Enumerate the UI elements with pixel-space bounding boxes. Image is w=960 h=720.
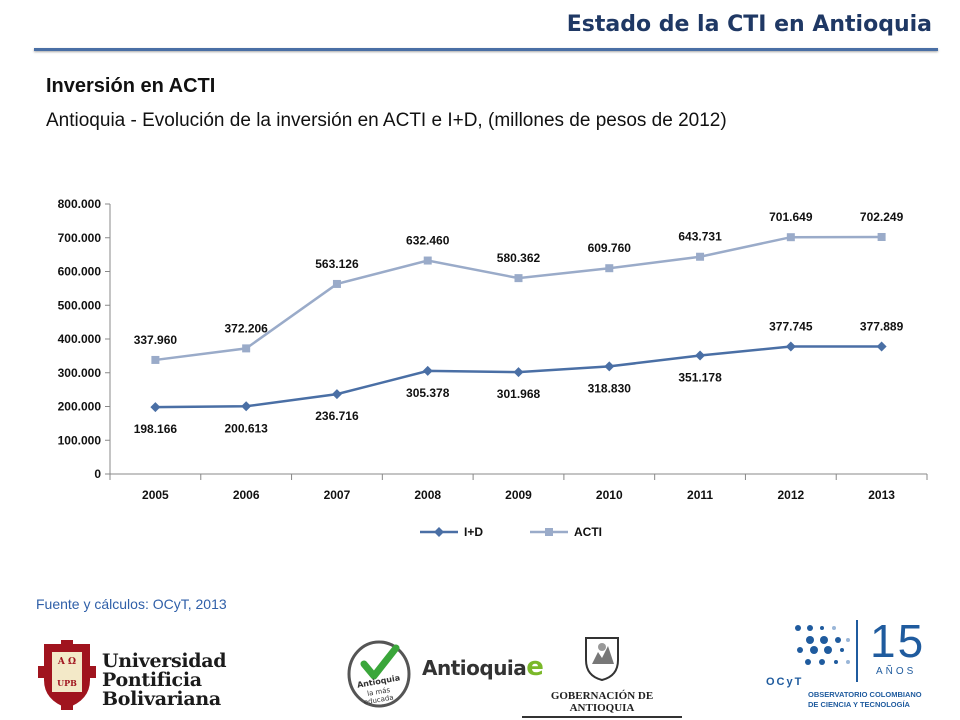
gobernacion-logo: GOBERNACIÓN DE ANTIOQUIA: [522, 634, 682, 718]
data-point: [150, 402, 161, 413]
data-point: [604, 361, 615, 372]
upb-seal-icon: A Ω UPB: [38, 640, 96, 710]
legend-marker: [545, 528, 553, 536]
y-tick-label: 200.000: [58, 400, 102, 414]
source-note: Fuente y cálculos: OCyT, 2013: [36, 596, 227, 612]
data-label: 200.613: [224, 421, 268, 435]
data-label: 318.830: [588, 381, 632, 395]
upb-wordmark: Universidad Pontificia Bolivariana: [102, 650, 227, 710]
upb-line-3: Bolivariana: [102, 688, 221, 710]
y-tick-label: 700.000: [58, 231, 102, 245]
data-point: [696, 252, 705, 261]
data-point: [605, 264, 614, 273]
y-tick-label: 800.000: [58, 197, 102, 211]
x-tick-label: 2011: [687, 488, 713, 502]
ocyt-acronym: OCyT: [766, 676, 804, 688]
data-label: 377.745: [769, 320, 813, 334]
legend-label: I+D: [464, 525, 483, 539]
data-point: [331, 389, 342, 400]
ocyt-name-line-2: DE CIENCIA Y TECNOLOGÍA: [808, 700, 910, 709]
green-e-icon: e: [526, 652, 544, 682]
data-point: [785, 341, 796, 352]
data-point: [242, 344, 251, 353]
y-tick-label: 400.000: [58, 332, 102, 346]
data-point: [695, 350, 706, 361]
data-label: 643.731: [678, 230, 722, 244]
data-point: [241, 401, 252, 412]
y-tick-label: 0: [94, 467, 101, 481]
coat-of-arms-icon: [585, 637, 619, 682]
data-label: 563.126: [315, 257, 359, 271]
data-label: 351.178: [678, 370, 722, 384]
ocyt-divider: [856, 620, 858, 682]
y-tick-label: 600.000: [58, 265, 102, 279]
x-tick-label: 2006: [233, 488, 260, 502]
gobernacion-text: GOBERNACIÓN DE ANTIOQUIA: [522, 690, 682, 718]
data-point: [423, 256, 432, 265]
data-label: 198.166: [134, 422, 178, 436]
antioquia-e-wordmark: Antioquiae: [422, 652, 544, 682]
svg-text:UPB: UPB: [57, 678, 77, 688]
chart-subtitle: Antioquia - Evolución de la inversión en…: [46, 110, 727, 131]
ocyt-logo: 15 AÑOS OCyT OBSERVATORIO COLOMBIANO DE …: [766, 615, 946, 716]
data-point: [786, 233, 795, 242]
x-tick-label: 2010: [596, 488, 623, 502]
ocyt-anos-label: AÑOS: [876, 666, 917, 677]
data-label: 337.960: [134, 333, 178, 347]
data-point: [151, 355, 160, 364]
x-tick-label: 2008: [414, 488, 441, 502]
x-tick-label: 2013: [868, 488, 895, 502]
y-tick-label: 300.000: [58, 366, 102, 380]
data-point: [513, 367, 524, 378]
y-tick-label: 500.000: [58, 298, 102, 312]
data-label: 580.362: [497, 251, 541, 265]
x-tick-label: 2005: [142, 488, 169, 502]
data-label: 701.649: [769, 210, 813, 224]
data-point: [877, 232, 886, 241]
data-label: 236.716: [315, 409, 359, 423]
data-label: 372.206: [224, 321, 268, 335]
ocyt-anniversary-number: 15: [870, 615, 926, 667]
data-label: 305.378: [406, 386, 450, 400]
investment-line-chart: 0 100.000 200.000 300.000 400.000 500.000 600.…: [58, 197, 928, 539]
data-point: [876, 341, 887, 352]
ocyt-dots-icon: [795, 625, 850, 665]
data-point: [332, 279, 341, 288]
data-label: 632.460: [406, 234, 450, 248]
y-tick-label: 100.000: [58, 433, 102, 447]
antioquia-e-text: Antioquia: [422, 656, 527, 680]
x-tick-label: 2007: [324, 488, 351, 502]
svg-text:A Ω: A Ω: [57, 657, 76, 667]
x-tick-label: 2009: [505, 488, 532, 502]
upb-line-2: Pontificia: [102, 669, 202, 691]
upb-logo: A Ω UPB Universidad Pontificia Bolivaria…: [38, 640, 238, 710]
ocyt-name-line-1: OBSERVATORIO COLOMBIANO: [808, 690, 922, 699]
antioquia-logos: Antioquia la más educada Antioquiae: [346, 636, 544, 710]
data-point: [514, 274, 523, 283]
svg-text:la más: la más: [367, 686, 392, 698]
legend-marker: [434, 527, 444, 537]
legend-label: ACTI: [574, 525, 602, 539]
data-label: 702.249: [860, 210, 904, 224]
data-point: [422, 365, 433, 376]
upb-line-1: Universidad: [102, 650, 227, 672]
page-header-title: Estado de la CTI en Antioquia: [566, 12, 932, 37]
data-label: 301.968: [497, 387, 541, 401]
header-divider: [34, 48, 938, 51]
data-label: 377.889: [860, 319, 904, 333]
antioquia-educada-badge-icon: Antioquia la más educada: [347, 640, 411, 708]
x-tick-label: 2012: [777, 488, 804, 502]
section-title: Inversión en ACTI: [46, 75, 216, 97]
data-label: 609.760: [588, 241, 632, 255]
